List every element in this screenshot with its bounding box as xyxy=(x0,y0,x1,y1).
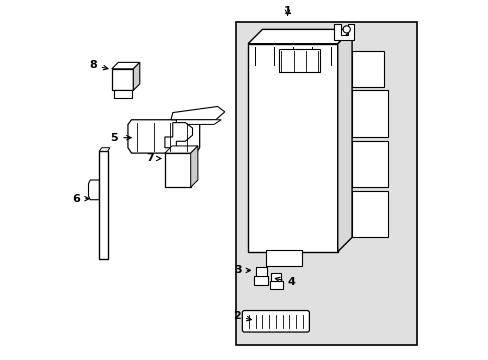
Polygon shape xyxy=(247,30,351,44)
Bar xyxy=(235,22,416,345)
Bar xyxy=(164,153,190,187)
Bar xyxy=(254,276,267,285)
Polygon shape xyxy=(333,24,353,40)
Text: 4: 4 xyxy=(275,277,295,287)
Polygon shape xyxy=(171,107,224,120)
Text: 7: 7 xyxy=(146,153,161,163)
Polygon shape xyxy=(164,146,198,153)
Bar xyxy=(271,273,281,282)
Bar xyxy=(255,267,266,277)
Polygon shape xyxy=(133,62,140,90)
FancyBboxPatch shape xyxy=(242,311,309,332)
Text: 6: 6 xyxy=(72,194,89,204)
Bar xyxy=(112,69,133,90)
Polygon shape xyxy=(176,120,221,125)
Polygon shape xyxy=(190,146,198,187)
Circle shape xyxy=(343,26,349,33)
Text: 5: 5 xyxy=(110,133,131,143)
Bar xyxy=(269,282,282,289)
Polygon shape xyxy=(164,123,192,148)
Bar xyxy=(279,49,319,72)
Text: 1: 1 xyxy=(283,6,291,17)
Text: 3: 3 xyxy=(234,265,250,275)
Bar xyxy=(113,90,131,98)
Polygon shape xyxy=(112,62,140,69)
Text: 2: 2 xyxy=(233,311,251,321)
Polygon shape xyxy=(88,180,99,200)
Polygon shape xyxy=(99,148,110,151)
Polygon shape xyxy=(337,30,351,252)
Bar xyxy=(265,250,301,266)
Bar xyxy=(351,191,387,237)
Bar xyxy=(247,44,337,252)
Polygon shape xyxy=(99,151,107,259)
Polygon shape xyxy=(128,120,199,153)
Text: 8: 8 xyxy=(89,60,108,70)
Bar xyxy=(351,140,387,187)
Bar xyxy=(351,51,384,87)
Bar xyxy=(351,90,387,137)
